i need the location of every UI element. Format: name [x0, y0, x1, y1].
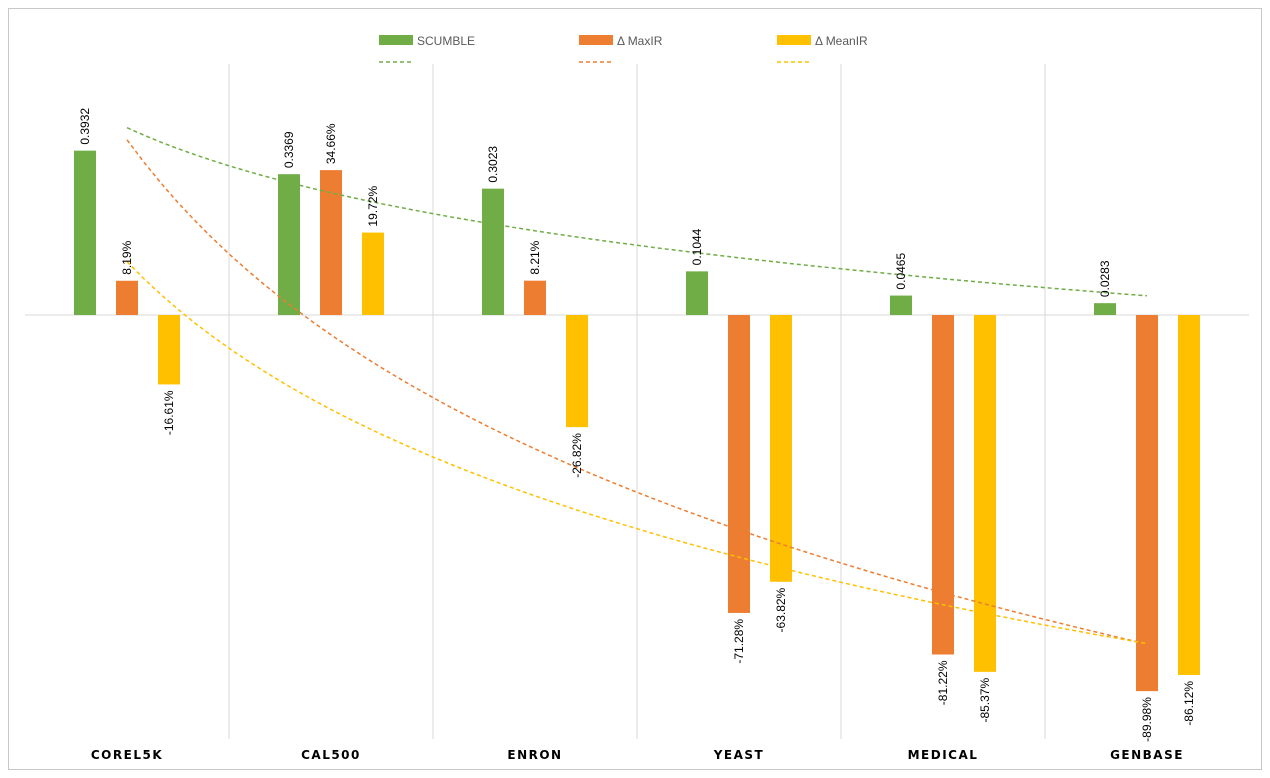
data-label: -81.22% [936, 660, 950, 705]
chart-svg: SCUMBLE Δ MaxIR Δ MeanIR 0.3932 0.3369 0.302… [25, 34, 1249, 762]
category-label: ENRON [507, 748, 562, 762]
legend-swatch [777, 35, 811, 45]
trendline-scumble [126, 127, 1148, 297]
data-label: -71.28% [732, 619, 746, 664]
bar-maxir-cal500 [320, 170, 342, 315]
data-label: 0.3932 [78, 108, 92, 145]
bar-scumble-cal500 [278, 174, 300, 315]
data-label: 8.19% [120, 240, 134, 274]
grid-layer [25, 64, 1249, 739]
legend-swatch [379, 35, 413, 45]
data-label: 0.1044 [690, 228, 704, 265]
data-label: 8.21% [528, 240, 542, 274]
data-label: -16.61% [162, 390, 176, 435]
data-label: 0.0465 [894, 253, 908, 290]
bar-meanir-yeast [770, 315, 792, 582]
bar-scumble-enron [482, 188, 504, 315]
bar-meanir-cal500 [362, 232, 384, 315]
category-label: CAL500 [301, 748, 361, 762]
bar-maxir-corel5k [116, 280, 138, 315]
trendlines [126, 127, 1148, 645]
data-label: -89.98% [1140, 697, 1154, 742]
data-label: 0.0283 [1098, 260, 1112, 297]
bar-scumble-yeast [686, 271, 708, 315]
legend-label: SCUMBLE [417, 34, 475, 48]
bar-meanir-corel5k [158, 315, 180, 385]
data-label: 0.3369 [282, 131, 296, 168]
category-label: MEDICAL [908, 748, 979, 762]
chart-frame: SCUMBLE Δ MaxIR Δ MeanIR 0.3932 0.3369 0.302… [8, 8, 1262, 770]
bar-meanir-genbase [1178, 315, 1200, 675]
bar-meanir-medical [974, 315, 996, 672]
category-label: COREL5K [91, 748, 163, 762]
bar-meanir-enron [566, 315, 588, 428]
legend-label: Δ MaxIR [617, 34, 663, 48]
data-label: 0.3023 [486, 146, 500, 183]
data-label: 34.66% [324, 123, 338, 164]
trendline-meanir [126, 261, 1148, 645]
bar-scumble-genbase [1094, 303, 1116, 315]
bars [74, 150, 1200, 692]
trendline-maxir [126, 139, 1148, 645]
bar-maxir-yeast [728, 315, 750, 613]
legend-swatch [579, 35, 613, 45]
data-label: -86.12% [1182, 681, 1196, 726]
bar-scumble-medical [890, 295, 912, 315]
legend-label: Δ MeanIR [815, 34, 868, 48]
data-labels: 0.3932 0.3369 0.3023 0.1044 0.0465 0.0283 8.19… [78, 108, 1196, 742]
data-label: 19.72% [366, 186, 380, 227]
data-label: -85.37% [978, 678, 992, 723]
data-label: -26.82% [570, 433, 584, 478]
category-label: GENBASE [1110, 748, 1184, 762]
bar-scumble-corel5k [74, 150, 96, 315]
category-label: YEAST [713, 748, 765, 762]
category-labels: COREL5K CAL500 ENRON YEAST MEDICAL GENBASE [91, 748, 1184, 762]
legend: SCUMBLE Δ MaxIR Δ MeanIR [379, 34, 868, 63]
bar-maxir-genbase [1136, 315, 1158, 692]
bar-maxir-enron [524, 280, 546, 315]
data-label: -63.82% [774, 587, 788, 632]
bar-maxir-medical [932, 315, 954, 655]
